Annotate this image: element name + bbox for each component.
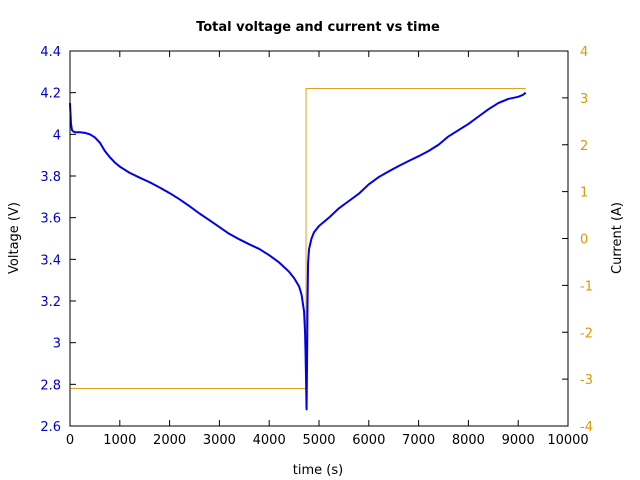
y-tick-label: 4 [53,128,61,143]
x-tick-label: 9000 [502,433,535,448]
x-tick-label: 8000 [452,433,485,448]
y2-tick-label: -2 [580,326,593,341]
y2-tick-label: -1 [580,279,593,294]
current-series-line [70,88,526,389]
x-axis-label: time (s) [293,463,343,478]
x-tick-label: 6000 [352,433,385,448]
y2-tick-label: -4 [580,420,593,435]
x-tick-label: 7000 [402,433,435,448]
y-tick-label: 3.6 [40,212,61,227]
x-tick-label: 4000 [253,433,286,448]
y-tick-label: 4.2 [40,87,61,102]
y2-tick-label: -3 [580,373,593,388]
y2-tick-label: 3 [580,92,588,107]
chart-title: Total voltage and current vs time [196,20,440,35]
axis-ticks: 0 1000 2000 3000 4000 5000 6000 7000 8000 9000 100… [40,45,593,448]
y2-tick-label: 2 [580,139,588,154]
y-tick-label: 2.8 [40,378,61,393]
y2-tick-label: 0 [580,233,588,248]
x-tick-label: 0 [66,433,74,448]
y-tick-label: 2.6 [40,420,61,435]
voltage-series-line [69,91,527,411]
x-tick-label: 3000 [203,433,236,448]
x-tick-label: 10000 [547,433,588,448]
y2-axis-label: Current (A) [610,202,625,274]
y2-tick-label: 4 [580,45,588,60]
y-tick-label: 3.4 [40,253,61,268]
y2-tick-label: 1 [580,186,588,201]
x-tick-label: 2000 [153,433,186,448]
y-axis-label: Voltage (V) [7,202,22,274]
plot-area [69,88,527,411]
x-tick-label: 5000 [302,433,335,448]
y-tick-label: 4.4 [40,45,61,60]
x-tick-label: 1000 [103,433,136,448]
y-tick-label: 3 [53,337,61,352]
y-tick-label: 3.8 [40,170,61,185]
y-tick-label: 3.2 [40,295,61,310]
